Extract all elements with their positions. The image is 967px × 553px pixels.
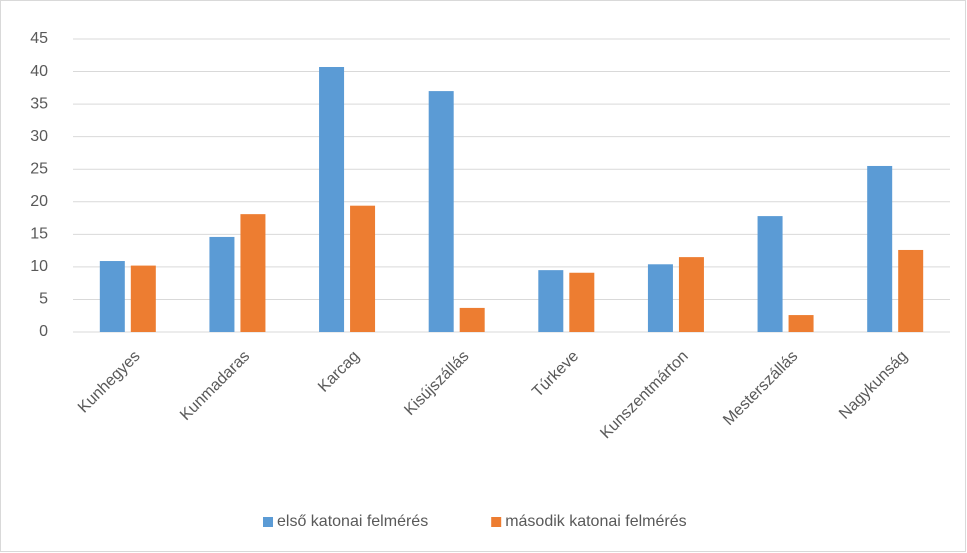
- bar: [319, 66, 345, 333]
- bar: [240, 214, 266, 332]
- bar: [678, 257, 704, 332]
- bar: [130, 265, 156, 332]
- y-tick-label: 35: [30, 95, 48, 112]
- y-tick-label: 5: [39, 291, 48, 308]
- y-tick-label: 0: [39, 323, 48, 340]
- bar: [350, 205, 376, 332]
- bar: [647, 264, 673, 332]
- legend-swatch: [491, 517, 502, 527]
- y-tick-label: 10: [30, 258, 48, 275]
- bar: [867, 165, 893, 332]
- legend-label: első katonai felmérés: [277, 513, 428, 530]
- y-tick-label: 20: [30, 193, 48, 210]
- y-tick-label: 25: [30, 160, 48, 177]
- bar: [898, 249, 924, 332]
- bar: [569, 272, 595, 332]
- bar: [538, 270, 564, 332]
- bar: [99, 261, 125, 332]
- y-tick-label: 45: [30, 30, 48, 47]
- bar: [459, 307, 485, 332]
- y-tick-label: 15: [30, 226, 48, 243]
- bar: [788, 315, 814, 332]
- legend-label: második katonai felmérés: [505, 513, 686, 530]
- bar: [757, 216, 783, 332]
- y-tick-label: 40: [30, 63, 48, 80]
- bar: [428, 91, 454, 332]
- legend-swatch: [263, 517, 273, 527]
- y-tick-label: 30: [30, 128, 48, 145]
- bar: [209, 236, 235, 332]
